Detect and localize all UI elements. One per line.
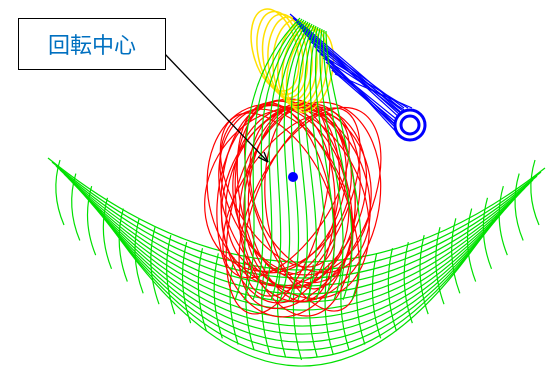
- green-scallop: [531, 160, 539, 225]
- figure: 回転中心: [0, 0, 548, 381]
- blue-link: [323, 58, 412, 115]
- green-thread: [289, 24, 312, 300]
- green-arc: [92, 202, 501, 350]
- green-scallop: [420, 235, 428, 314]
- green-scallop: [515, 174, 523, 241]
- green-trajectories: [48, 158, 545, 366]
- rotation-center-dot: [288, 172, 298, 182]
- callout-box: 回転中心: [18, 18, 166, 70]
- callout-label: 回転中心: [48, 28, 136, 60]
- green-scallop: [278, 265, 286, 358]
- green-scallop: [88, 186, 96, 255]
- green-arc: [56, 166, 537, 278]
- green-scallop: [103, 198, 111, 269]
